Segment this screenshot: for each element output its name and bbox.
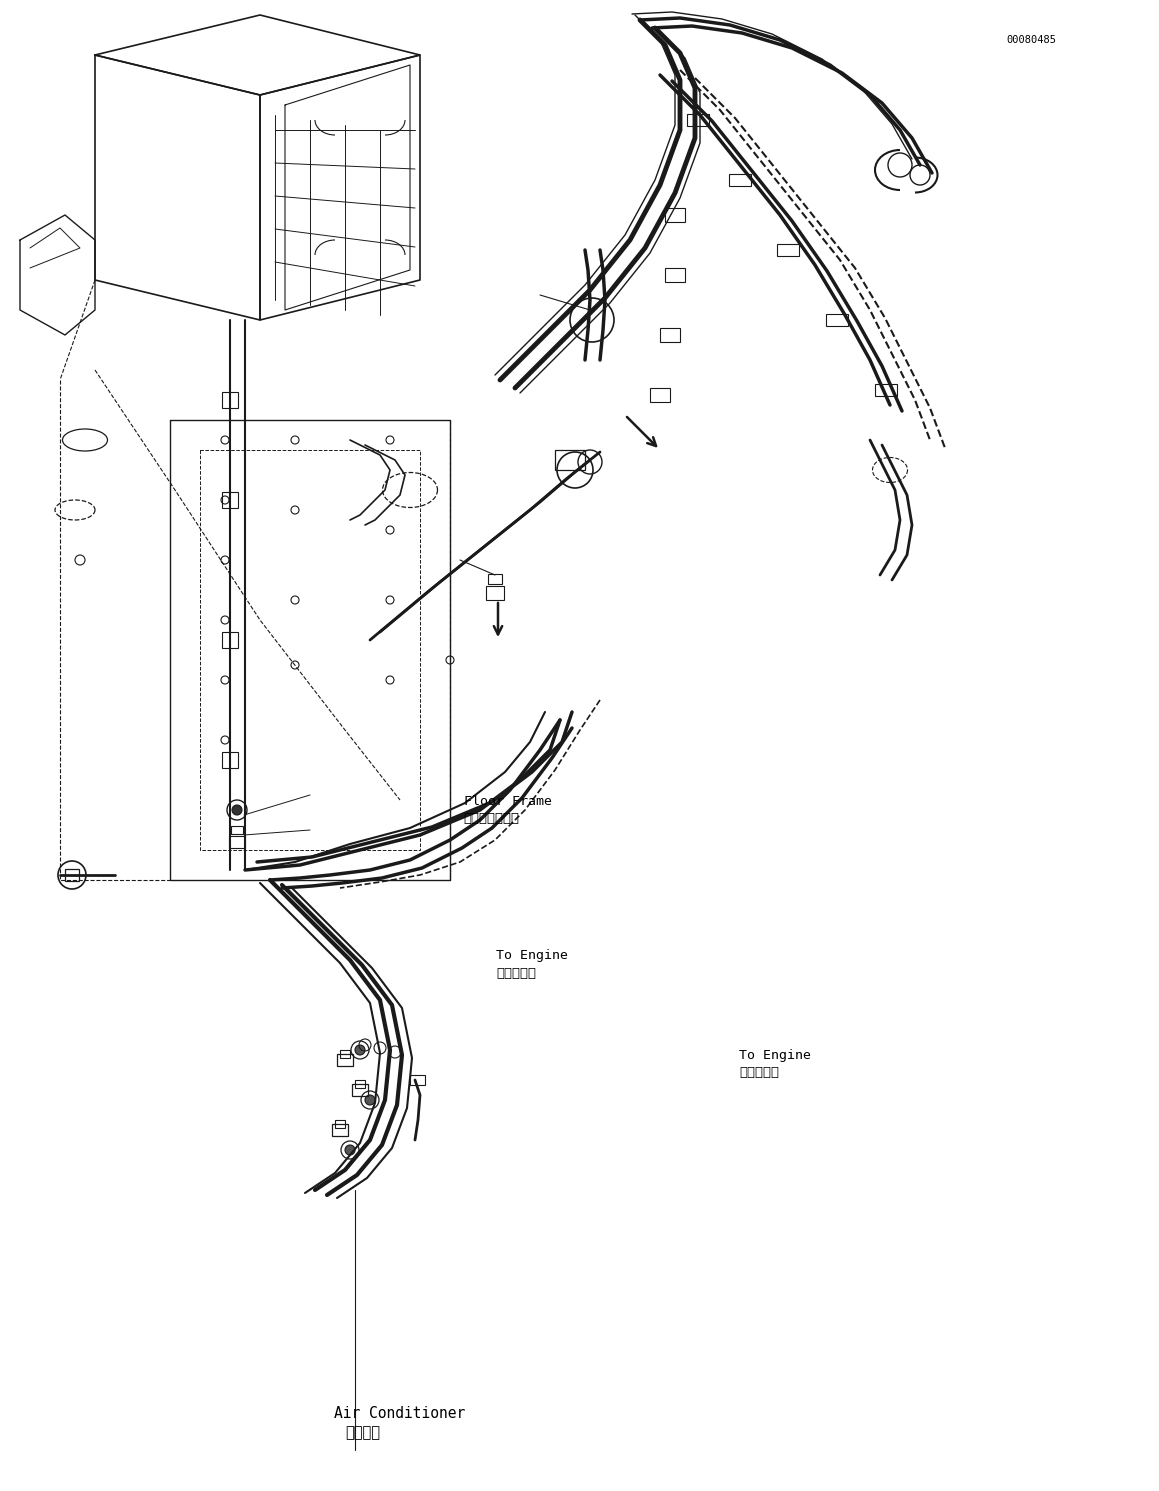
Bar xyxy=(223,751,238,768)
Text: エンジンへ: エンジンへ xyxy=(496,966,537,980)
Bar xyxy=(488,574,502,584)
Text: Air Conditioner: Air Conditioner xyxy=(334,1406,465,1421)
Bar xyxy=(352,1084,369,1096)
Bar xyxy=(826,315,848,327)
Text: Floor Frame: Floor Frame xyxy=(464,795,552,808)
Text: エアコン: エアコン xyxy=(345,1425,380,1440)
Bar xyxy=(340,1050,350,1059)
Text: エンジンへ: エンジンへ xyxy=(739,1066,780,1079)
Bar xyxy=(665,209,685,222)
Bar xyxy=(650,388,670,403)
Bar xyxy=(355,1079,365,1088)
Bar xyxy=(659,328,680,341)
Bar xyxy=(65,869,79,881)
Circle shape xyxy=(232,805,242,816)
Bar xyxy=(331,1124,348,1136)
Text: To Engine: To Engine xyxy=(496,948,568,962)
Bar xyxy=(729,174,751,186)
Circle shape xyxy=(365,1094,376,1105)
Bar xyxy=(875,385,897,397)
Bar xyxy=(687,113,709,127)
Bar xyxy=(410,1075,425,1085)
Bar xyxy=(665,268,685,282)
Bar xyxy=(223,492,238,508)
Bar xyxy=(223,632,238,649)
Circle shape xyxy=(345,1145,355,1156)
Bar xyxy=(335,1120,345,1129)
Text: To Engine: To Engine xyxy=(739,1048,811,1062)
Bar xyxy=(231,826,243,833)
Circle shape xyxy=(355,1045,365,1056)
Bar xyxy=(555,450,585,470)
Text: 00080485: 00080485 xyxy=(1006,34,1056,45)
Bar xyxy=(777,245,799,256)
Bar xyxy=(223,392,238,409)
Bar xyxy=(337,1054,353,1066)
Bar xyxy=(486,586,504,599)
Bar xyxy=(229,836,245,848)
Text: フロアフレーム: フロアフレーム xyxy=(464,811,519,825)
